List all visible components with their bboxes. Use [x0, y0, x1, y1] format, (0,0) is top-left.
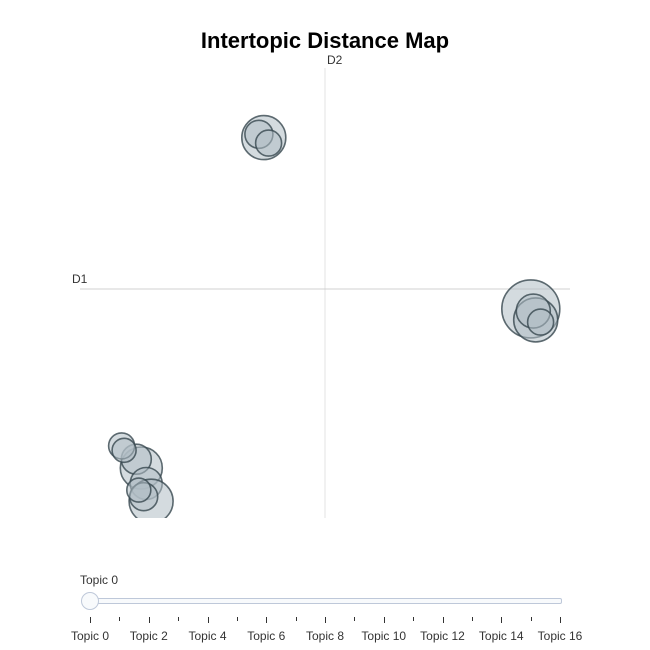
slider-tick-4: [207, 617, 209, 623]
bubble-layer: [107, 114, 561, 518]
slider-tick-label[interactable]: Topic 14: [478, 629, 524, 643]
slider-tick-13: [471, 617, 473, 621]
slider-tick-label[interactable]: Topic 0: [70, 629, 110, 643]
slider-tick-1: [119, 617, 121, 621]
slider-tick-16: [560, 617, 561, 623]
slider-tick-5: [236, 617, 238, 621]
slider-tick-2: [148, 617, 150, 623]
slider-tick-label[interactable]: Topic 8: [305, 629, 345, 643]
slider-tick-15: [530, 617, 532, 621]
slider-tick-6: [266, 617, 268, 623]
slider-tick-10: [383, 617, 385, 623]
slider-tick-9: [354, 617, 356, 621]
slider-tick-11: [413, 617, 415, 621]
topic-bubble-14[interactable]: [126, 477, 152, 503]
topic-bubble-6[interactable]: [526, 308, 555, 336]
slider-tick-label[interactable]: Topic 6: [247, 629, 286, 643]
slider-tick-label[interactable]: Topic 12: [420, 629, 465, 643]
slider-tick-0: [90, 617, 91, 623]
slider-tick-14: [501, 617, 503, 623]
slider-tick-label[interactable]: Topic 2: [129, 629, 168, 643]
topic-bubble-10[interactable]: [111, 437, 137, 464]
topic-bubble-2[interactable]: [254, 129, 283, 157]
slider-tick-12: [442, 617, 444, 623]
slider-tick-8: [325, 617, 326, 623]
slider-tick-7: [295, 617, 297, 621]
d1-axis-label: D1: [72, 272, 88, 286]
chart-title: Intertopic Distance Map: [201, 28, 449, 53]
d2-axis-label: D2: [327, 53, 343, 67]
slider-tick-label[interactable]: Topic 16: [537, 629, 583, 643]
slider-tick-3: [178, 617, 180, 621]
slider-rail[interactable]: [90, 598, 562, 604]
slider-current-label: Topic 0: [80, 573, 119, 587]
slider-tick-label[interactable]: Topic 10: [361, 629, 407, 643]
slider-tick-label[interactable]: Topic 4: [188, 629, 227, 643]
slider-handle[interactable]: [81, 592, 99, 610]
